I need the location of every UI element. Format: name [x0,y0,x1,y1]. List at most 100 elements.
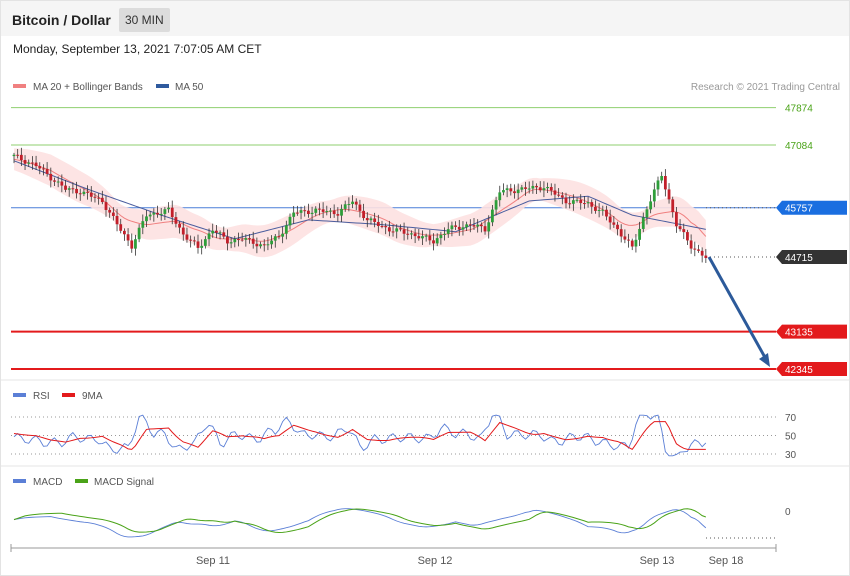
candle-body [159,213,163,215]
candle-body [351,201,354,205]
candle-body [299,210,303,213]
candle-body [148,214,152,217]
candle-body [108,209,112,213]
candle-body [42,168,45,170]
candle-body [240,239,244,241]
candle-body [189,239,193,241]
candle-body [64,185,67,190]
rsi-legend: RSI 9MA [13,391,103,402]
candle-body [476,224,480,227]
candle-body [391,231,395,233]
candle-body [660,176,664,181]
candle-body [75,188,78,194]
candle-body [288,216,292,226]
macd-legend: MACD MACD Signal [13,477,154,488]
macd-tick-0: 0 [785,507,791,518]
candle-body [479,224,483,227]
candle-body [277,236,281,238]
candle-body [185,234,189,240]
candle-body [67,188,71,190]
candle-body [181,227,185,235]
candle-body [130,240,134,249]
candle-body [248,238,251,240]
candle-body [538,187,542,191]
candle-body [457,226,461,230]
candle-body [376,221,380,226]
candle-body [406,233,410,235]
candle-body [634,239,638,247]
rsi-ma-legend-swatch [62,393,75,397]
candle-body [152,212,156,215]
interval-badge[interactable]: 30 MIN [119,8,170,32]
macd-line [13,508,707,538]
candle-body [487,222,491,232]
rsi-tick-50: 50 [785,432,797,443]
candle-body [255,243,259,247]
candle-body [222,232,226,237]
candle-body [78,193,82,195]
candle-body [167,207,170,210]
candle-body [27,162,31,164]
candle-body [612,222,616,225]
candle-body [226,236,229,244]
rsi-legend-swatch [13,393,26,397]
ma20-legend-swatch [13,84,26,88]
candle-body [126,234,130,241]
candle-body [645,209,649,218]
candle-body [174,217,178,224]
candle-body [435,238,439,244]
candle-body [597,209,601,211]
candle-body [505,188,509,191]
candle-body [700,250,704,256]
candle-body [314,208,318,213]
candle-body [594,206,597,211]
level-label-45757: 45757 [785,204,813,215]
candle-body [417,236,421,239]
candle-body [704,255,708,259]
candle-body [671,199,675,213]
forecast-arrow-shaft [707,256,769,362]
rsi-tick-30: 30 [785,450,797,461]
candle-body [115,215,119,225]
candle-body [134,239,137,249]
candle-body [502,190,505,193]
candle-body [399,228,402,230]
rsi-legend-label: RSI [33,391,50,402]
macd-legend-label: MACD [33,477,62,488]
candle-body [34,162,38,167]
candle-body [292,212,296,217]
candle-body [568,203,572,205]
candle-body [229,242,233,244]
forecast-arrow [707,256,770,367]
candle-body [196,241,200,248]
main-legend: MA 20 + Bollinger Bands MA 50 [13,82,204,93]
candle-body [678,226,682,230]
candle-body [82,191,86,195]
level-tag-43135 [776,324,847,339]
candle-body [472,225,476,227]
candle-body [237,239,240,241]
candle-body [354,201,358,205]
candle-body [483,226,487,232]
candle-body [123,230,126,235]
candle-body [410,233,413,235]
candle-body [200,245,204,248]
level-label-47874: 47874 [785,104,813,115]
candle-body [270,240,273,245]
candle-body [446,229,450,234]
candle-body [262,244,266,246]
candle-body [281,233,285,237]
candle-body [384,226,388,228]
candle-body [516,189,520,194]
candlesticks [12,147,708,263]
candle-body [233,239,237,243]
candle-body [689,240,693,249]
candle-body [557,194,561,196]
candle-body [163,209,167,214]
candle-body [192,240,196,242]
level-tag-42345 [776,362,847,376]
candle-body [295,212,299,214]
candle-body [454,225,457,227]
candle-body [553,190,557,195]
